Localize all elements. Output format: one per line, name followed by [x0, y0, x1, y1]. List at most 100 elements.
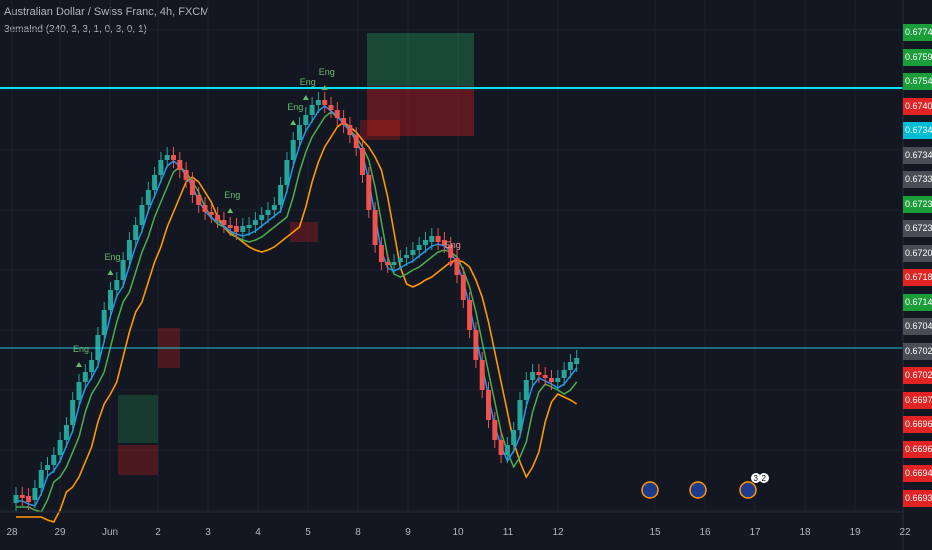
candle-body — [145, 190, 151, 205]
ema-mid-line — [16, 111, 578, 513]
candle-body — [246, 225, 252, 228]
candle-body — [126, 240, 132, 260]
candle-body — [215, 215, 221, 220]
price-label: 0.67346 — [903, 146, 932, 164]
price-label: 0.67332 — [903, 171, 932, 188]
time-tick-label: 29 — [54, 527, 66, 538]
candle-body — [108, 290, 113, 310]
event-badge-icon — [751, 473, 761, 483]
candle-body — [334, 110, 340, 118]
signal-arrow — [107, 270, 114, 275]
candle-body — [353, 135, 359, 148]
candle-body — [101, 310, 107, 335]
candle-body — [416, 245, 422, 250]
candle-body — [63, 425, 69, 440]
candle-body — [397, 258, 403, 262]
signal-label: Eng — [445, 240, 461, 250]
candle-body — [574, 358, 580, 364]
price-label: 0.67183 — [903, 269, 932, 286]
candle-body — [309, 105, 315, 115]
candle-body — [454, 258, 460, 275]
candle-body — [542, 375, 548, 378]
ema-slow-line — [16, 120, 578, 523]
candle-body — [479, 360, 485, 390]
candle-body — [152, 175, 158, 190]
time-tick-label: 4 — [255, 527, 261, 538]
candle-body — [158, 160, 164, 175]
candle-body — [227, 225, 233, 228]
candle-body — [259, 215, 265, 220]
candle-body — [208, 212, 214, 215]
candle-body — [423, 240, 428, 245]
signal-zone — [118, 445, 158, 475]
time-tick-label: 19 — [849, 527, 861, 538]
ema-fast-line — [16, 105, 578, 507]
candle-body — [378, 245, 384, 262]
event-flag-icon — [739, 481, 757, 499]
candle-body — [13, 495, 19, 503]
candle-body — [492, 420, 498, 440]
signal-label: Eng — [287, 102, 303, 112]
price-label: 0.67748 — [903, 24, 932, 41]
candle-body — [372, 210, 378, 245]
candle-body — [133, 225, 139, 240]
time-tick-label: 28 — [6, 527, 18, 538]
signal-label: Eng — [319, 67, 335, 77]
candle-body — [76, 382, 82, 400]
candle-body — [473, 330, 479, 360]
candle-body — [70, 400, 76, 425]
signal-zone — [118, 395, 158, 443]
candle-body — [404, 255, 410, 258]
candle-body — [511, 430, 517, 445]
signal-arrow — [227, 208, 234, 213]
candle-body — [536, 372, 542, 375]
price-label: 0.67021 — [903, 342, 932, 360]
candle-body — [51, 455, 57, 465]
candle-body — [89, 360, 95, 372]
price-label: 0.66945 — [903, 465, 932, 482]
time-tick-label: Jun — [101, 527, 119, 538]
candle-body — [360, 148, 365, 175]
signal-zone — [290, 222, 318, 242]
candle-body — [32, 488, 38, 500]
candle-body — [271, 205, 277, 210]
candle-body — [234, 226, 239, 232]
candle-body — [549, 378, 554, 382]
target-zone — [367, 33, 474, 86]
candle-body — [171, 155, 176, 160]
signal-arrow — [302, 95, 309, 100]
signal-arrow — [321, 85, 328, 90]
candle-body — [523, 380, 529, 400]
candle-body — [139, 205, 145, 225]
price-label: 0.67236 — [903, 220, 932, 237]
candle-body — [303, 115, 309, 125]
time-tick-label: 22 — [899, 527, 911, 538]
candle-body — [366, 175, 372, 210]
signal-label: Eng — [105, 252, 121, 262]
candle-body — [252, 220, 258, 225]
candle-body — [347, 125, 353, 135]
candle-body — [120, 260, 126, 280]
candle-body — [19, 495, 25, 498]
time-tick-label: 3 — [205, 527, 211, 538]
candle-body — [177, 160, 183, 170]
candle-body — [183, 170, 189, 180]
candle-body — [486, 390, 491, 420]
signal-label: Eng — [300, 77, 316, 87]
candle-body — [290, 140, 296, 160]
candle-body — [240, 226, 246, 232]
price-label: 0.67237 — [903, 195, 932, 213]
candle-body — [460, 275, 466, 300]
signal-arrow — [447, 262, 454, 267]
event-badge-icon — [759, 473, 769, 483]
price-label: 0.67148 — [903, 293, 932, 311]
price-label: 0.67201 — [903, 244, 932, 262]
candle-body — [561, 370, 567, 378]
event-flag-icon — [641, 481, 659, 499]
candle-body — [385, 262, 391, 265]
candle-body — [504, 445, 510, 455]
time-tick-label: 16 — [699, 527, 711, 538]
candle-body — [114, 280, 120, 290]
